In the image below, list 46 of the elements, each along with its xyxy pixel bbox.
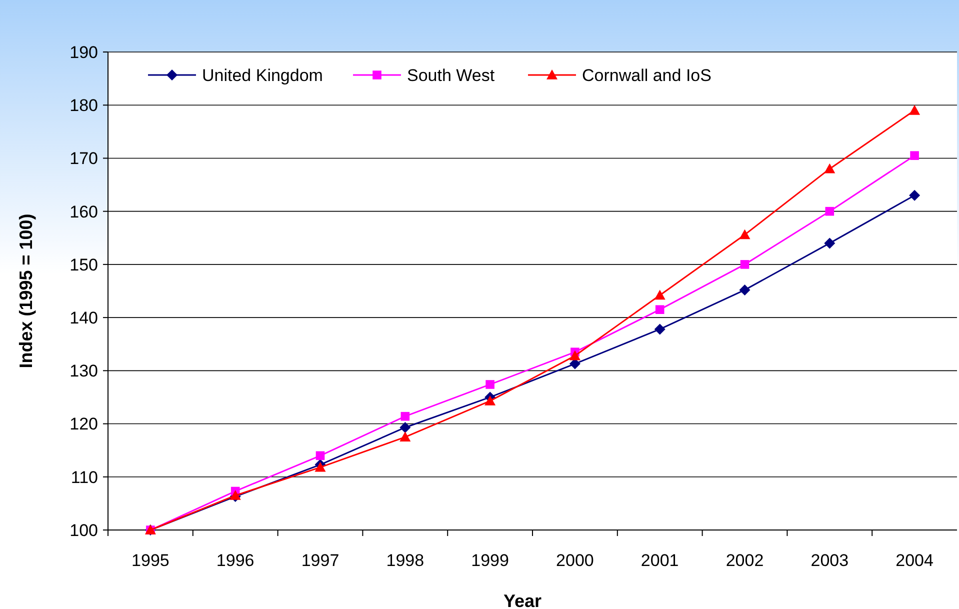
y-tick-label: 120: [70, 414, 98, 434]
y-tick-label: 180: [70, 96, 98, 116]
point: [824, 238, 836, 249]
point: [825, 206, 834, 216]
point: [909, 104, 920, 115]
point: [400, 412, 410, 421]
point: [654, 290, 666, 300]
x-axis-title: Year: [503, 591, 542, 609]
y-tick-label: 100: [70, 520, 98, 540]
x-tick-label: 1996: [216, 551, 254, 570]
point: [316, 451, 325, 460]
y-tick-label: 140: [70, 308, 98, 328]
x-tick-label: 2002: [726, 551, 764, 570]
legend-label: Cornwall and IoS: [582, 66, 712, 85]
y-tick-label: 130: [70, 362, 98, 381]
y-tick-label: 170: [70, 149, 98, 168]
y-tick-label: 150: [70, 255, 98, 274]
point: [739, 229, 750, 240]
x-tick-label: 1997: [301, 551, 340, 570]
point: [654, 324, 666, 335]
point: [740, 260, 750, 269]
point: [400, 422, 411, 433]
point: [655, 305, 664, 314]
x-tick-label: 1998: [386, 551, 424, 570]
y-axis-title: Index (1995 = 100): [16, 214, 36, 368]
legend-label: South West: [407, 66, 495, 85]
point: [314, 462, 326, 472]
x-tick-label: 2003: [810, 551, 849, 570]
legend-label: United Kingdom: [202, 66, 323, 85]
point: [909, 190, 920, 201]
point: [400, 432, 411, 442]
x-tick-label: 2000: [556, 551, 594, 570]
point: [484, 395, 496, 406]
x-tick-label: 1995: [132, 551, 170, 570]
point: [486, 380, 494, 389]
point: [910, 151, 919, 160]
y-tick-label: 110: [70, 468, 98, 487]
y-tick-label: 190: [70, 42, 98, 62]
point: [230, 490, 241, 500]
point: [824, 163, 836, 174]
point: [739, 284, 750, 296]
y-tick-label: 160: [70, 202, 98, 222]
x-tick-label: 2001: [640, 551, 679, 570]
x-tick-label: 1999: [471, 551, 509, 570]
point: [569, 350, 580, 360]
x-tick-label: 2004: [896, 551, 934, 570]
